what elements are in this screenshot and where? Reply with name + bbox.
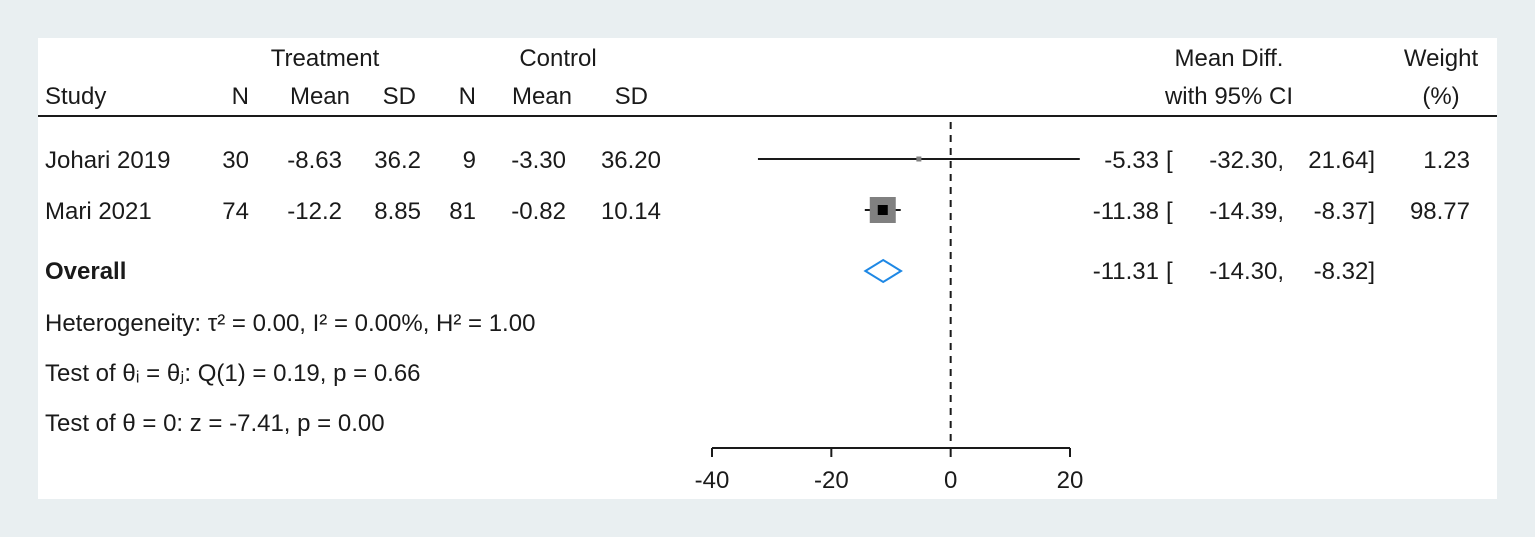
- study-weight: 98.77: [1410, 198, 1470, 225]
- overall-mean-diff: -11.31: [1093, 258, 1159, 285]
- control-header: Control: [519, 45, 596, 72]
- x-tick-label: -20: [814, 467, 849, 494]
- ci-open-bracket: [: [1166, 198, 1173, 225]
- treatment-sd: 36.2: [374, 147, 421, 174]
- treatment-n: 74: [222, 198, 249, 225]
- effect-header-ci: with 95% CI: [1164, 83, 1293, 110]
- ci-open-bracket: [: [1166, 147, 1173, 174]
- treatment-mean-header: Mean: [290, 83, 350, 110]
- weight-header-pct: (%): [1422, 83, 1459, 110]
- x-tick-label: 0: [944, 467, 957, 494]
- ci-upper: -8.37]: [1314, 198, 1375, 225]
- study-name: Mari 2021: [45, 198, 152, 225]
- treatment-n: 30: [222, 147, 249, 174]
- treatment-header: Treatment: [271, 45, 380, 72]
- control-n: 81: [449, 198, 476, 225]
- control-mean: -3.30: [511, 147, 566, 174]
- ci-upper: 21.64]: [1308, 147, 1375, 174]
- mean-diff: -11.38: [1093, 198, 1159, 225]
- mean-diff: -5.33: [1104, 147, 1159, 174]
- treatment-mean: -8.63: [287, 147, 342, 174]
- treatment-sd-header: SD: [383, 83, 416, 110]
- treatment-sd: 8.85: [374, 198, 421, 225]
- overall-diamond: [863, 258, 903, 284]
- weight-box: [916, 156, 922, 162]
- heterogeneity-stats: Heterogeneity: τ² = 0.00, I² = 0.00%, H²…: [45, 310, 535, 337]
- control-mean: -0.82: [511, 198, 566, 225]
- x-tick-label: -40: [695, 467, 730, 494]
- control-mean-header: Mean: [512, 83, 572, 110]
- overall-ci-upper: -8.32]: [1314, 258, 1375, 285]
- control-sd-header: SD: [615, 83, 648, 110]
- overall-ci-lower: -14.30,: [1209, 258, 1284, 285]
- point-estimate: [877, 205, 888, 215]
- control-n: 9: [463, 147, 476, 174]
- treatment-mean: -12.2: [287, 198, 342, 225]
- treatment-n-header: N: [232, 83, 249, 110]
- control-sd: 36.20: [601, 147, 661, 174]
- overall-effect-test: Test of θ = 0: z = -7.41, p = 0.00: [45, 410, 385, 437]
- plot-marks: [757, 122, 1080, 448]
- study-weight: 1.23: [1423, 147, 1470, 174]
- x-axis: -40 -20 0 20: [695, 447, 1084, 494]
- overall-label: Overall: [45, 258, 126, 285]
- control-sd: 10.14: [601, 198, 661, 225]
- weight-header: Weight: [1404, 45, 1479, 72]
- ci-lower: -32.30,: [1209, 147, 1284, 174]
- effect-header: Mean Diff.: [1175, 45, 1284, 72]
- x-tick-label: 20: [1057, 467, 1084, 494]
- forest-plot: Treatment Control Mean Diff. Weight Stud…: [38, 45, 1497, 494]
- table-row: Johari 2019 30 -8.63 36.2 9 -3.30 36.20 …: [45, 147, 1470, 174]
- forest-plot-panel: Treatment Control Mean Diff. Weight Stud…: [38, 38, 1497, 499]
- table-row: Mari 2021 74 -12.2 8.85 81 -0.82 10.14 -…: [45, 198, 1470, 225]
- ci-lower: -14.39,: [1209, 198, 1284, 225]
- control-n-header: N: [459, 83, 476, 110]
- study-name: Johari 2019: [45, 147, 170, 174]
- homogeneity-test: Test of θᵢ = θⱼ: Q(1) = 0.19, p = 0.66: [45, 360, 421, 387]
- study-column-header: Study: [45, 83, 106, 110]
- ci-open-bracket: [: [1166, 258, 1173, 285]
- overall-row: Overall -11.31 [ -14.30, -8.32]: [45, 258, 1375, 285]
